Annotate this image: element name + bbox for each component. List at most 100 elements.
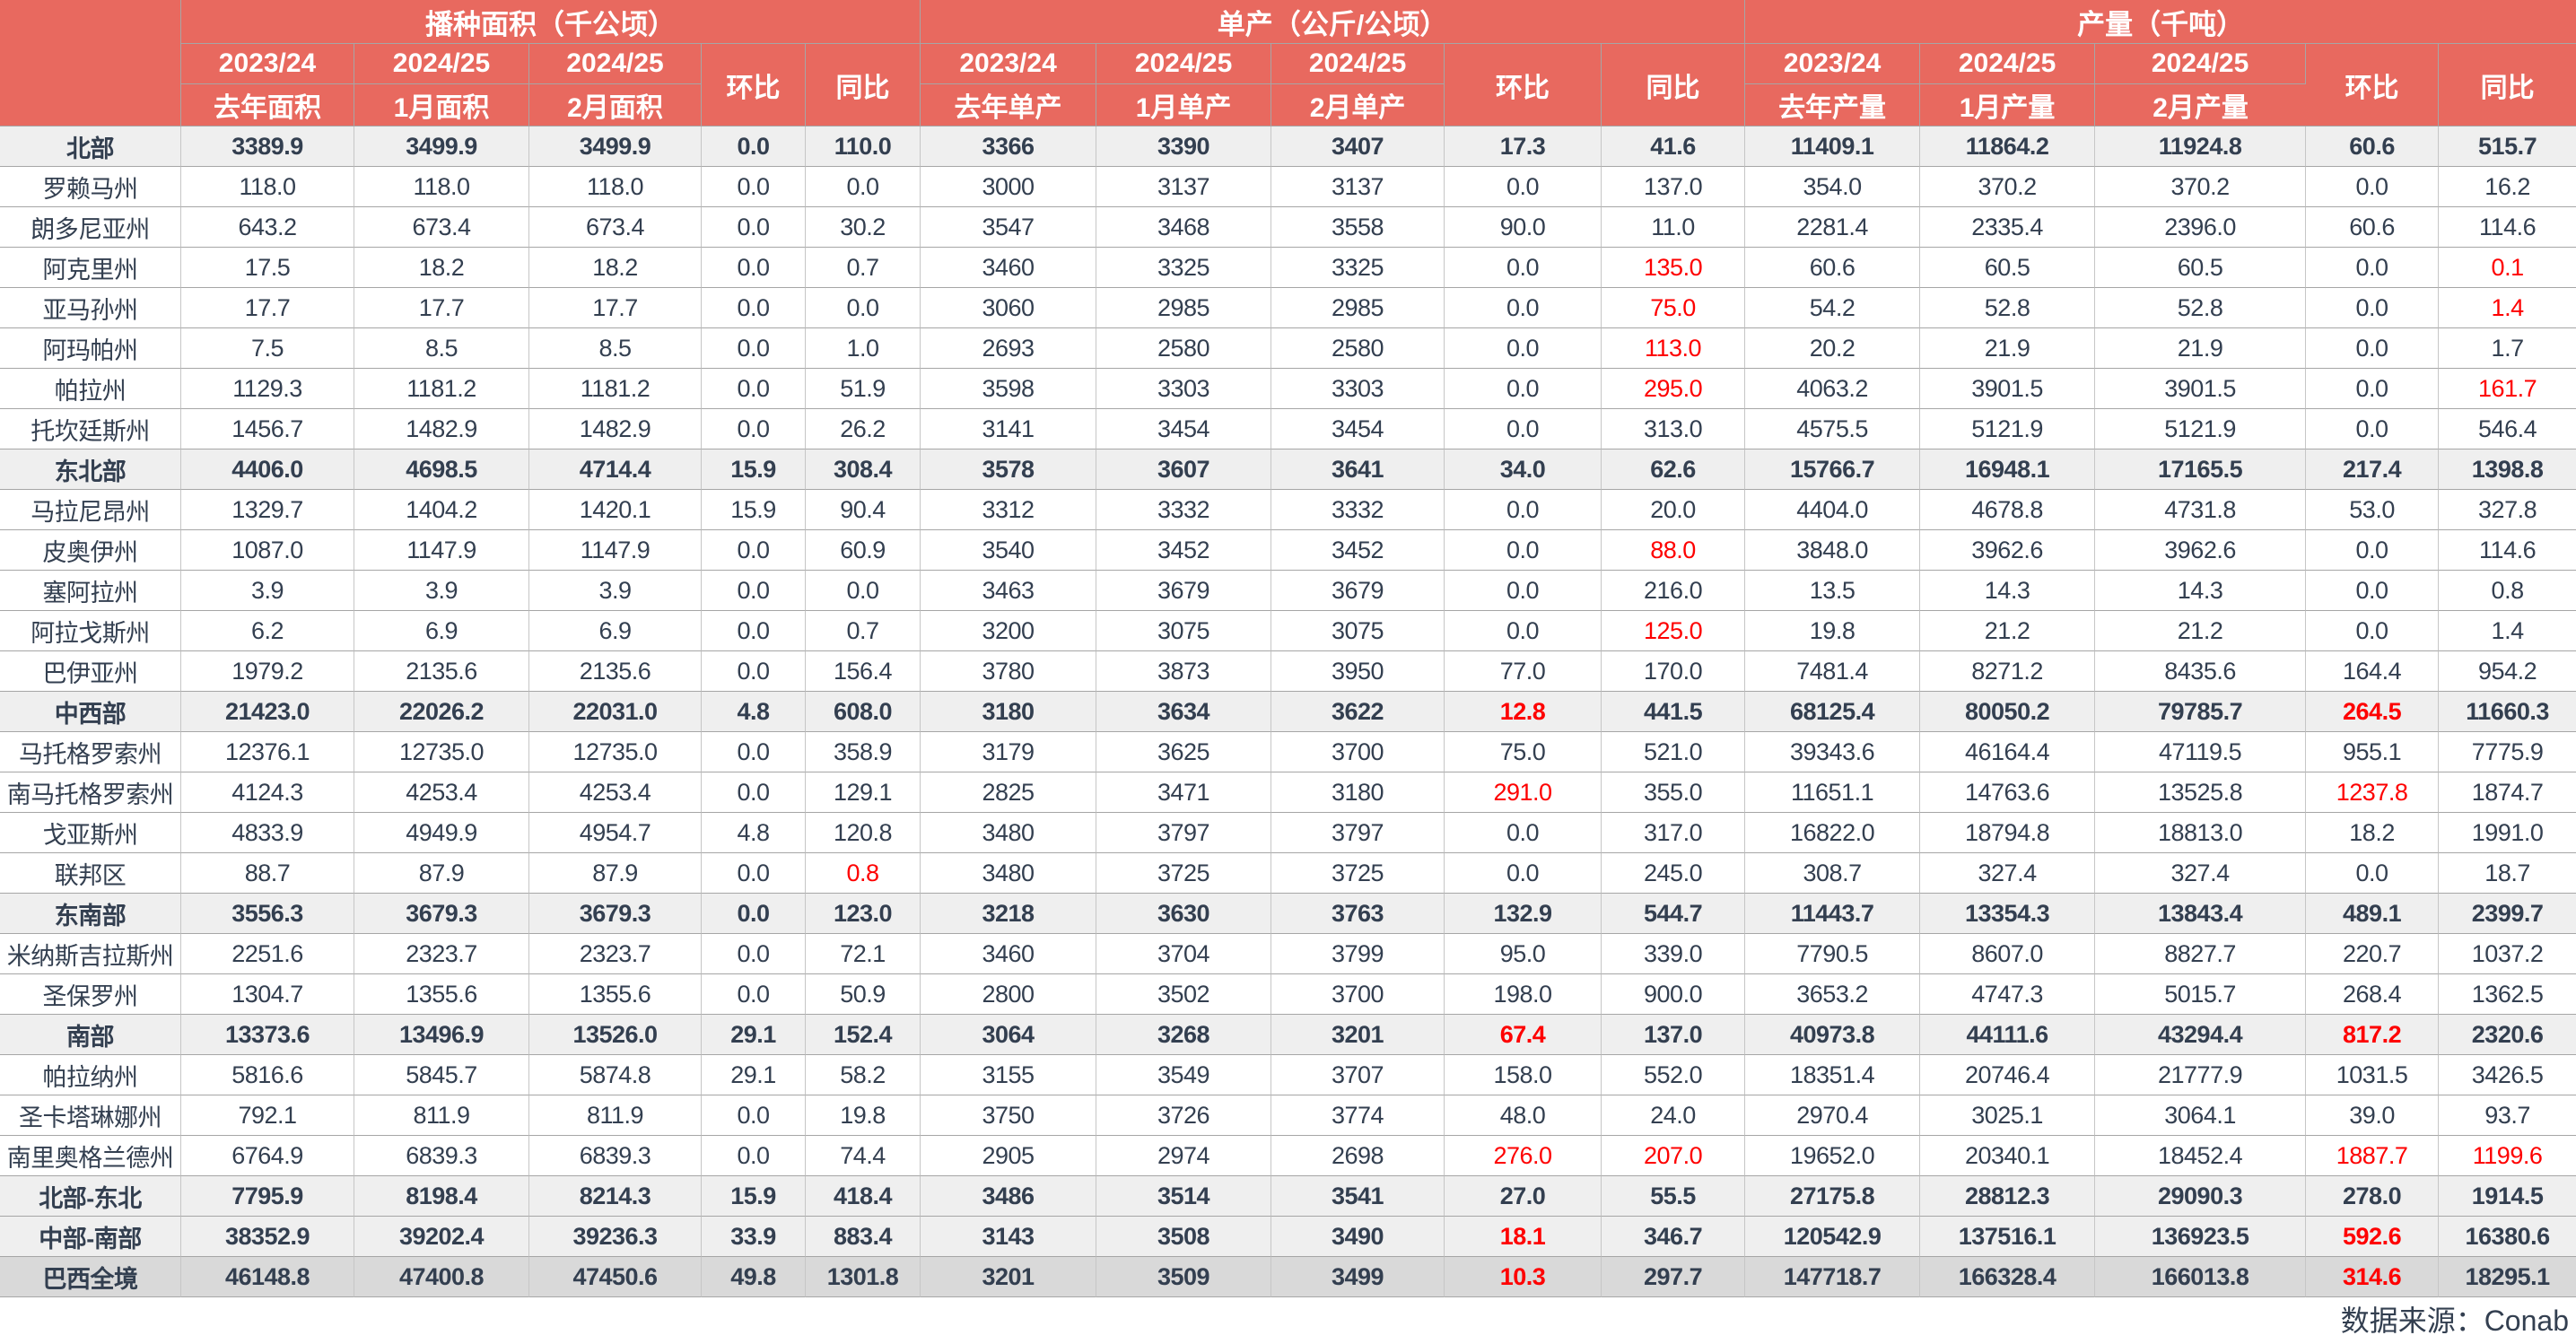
cell: 49.8 — [702, 1257, 806, 1297]
row-label: 朗多尼亚州 — [0, 207, 181, 248]
cell: 114.6 — [2439, 530, 2576, 571]
cell: 5816.6 — [181, 1055, 354, 1095]
cell: 17.7 — [354, 288, 529, 328]
cell: 1087.0 — [181, 530, 354, 571]
cell: 1874.7 — [2439, 772, 2576, 813]
cell: 3218 — [921, 894, 1097, 934]
cell: 592.6 — [2306, 1217, 2440, 1257]
cell: 120542.9 — [1745, 1217, 1921, 1257]
table-row: 中部-南部 38352.9 39202.4 39236.3 33.9 883.4 3143 3… — [0, 1217, 2576, 1257]
cell: 291.0 — [1445, 772, 1602, 813]
cell: 17.7 — [529, 288, 702, 328]
row-label: 东北部 — [0, 449, 181, 490]
cell: 13496.9 — [354, 1015, 529, 1055]
cell: 1129.3 — [181, 369, 354, 409]
cell: 3390 — [1096, 127, 1272, 167]
cell: 3625 — [1096, 732, 1272, 772]
cell: 3075 — [1096, 611, 1272, 651]
cell: 60.6 — [1745, 248, 1921, 288]
cell: 245.0 — [1602, 853, 1746, 894]
cell: 0.0 — [702, 127, 806, 167]
cell: 4678.8 — [1920, 490, 2096, 530]
cell: 2580 — [1271, 328, 1445, 369]
col-year: 2024/25 — [1271, 44, 1445, 84]
col-sub: 去年单产 — [921, 84, 1097, 127]
cell: 5121.9 — [2095, 409, 2307, 449]
table-row: 戈亚斯州 4833.9 4949.9 4954.7 4.8 120.8 3480 3797 37… — [0, 813, 2576, 853]
cell: 0.0 — [702, 288, 806, 328]
cell: 0.0 — [1445, 248, 1602, 288]
cell: 4698.5 — [354, 449, 529, 490]
cell: 7481.4 — [1745, 651, 1921, 692]
cell: 125.0 — [1602, 611, 1746, 651]
cell: 2251.6 — [181, 934, 354, 974]
cell: 1037.2 — [2439, 934, 2576, 974]
cell: 29.1 — [702, 1055, 806, 1095]
cell: 3799 — [1271, 934, 1445, 974]
cell: 4404.0 — [1745, 490, 1921, 530]
cell: 0.0 — [702, 934, 806, 974]
cell: 3634 — [1096, 692, 1272, 732]
table-row: 马拉尼昂州 1329.7 1404.2 1420.1 15.9 90.4 3312 3332 3… — [0, 490, 2576, 530]
cell: 5015.7 — [2095, 974, 2307, 1015]
cell: 1031.5 — [2306, 1055, 2440, 1095]
cell: 2281.4 — [1745, 207, 1921, 248]
table-row: 朗多尼亚州 643.2 673.4 673.4 0.0 30.2 3547 3468 3558 9… — [0, 207, 2576, 248]
cell: 355.0 — [1602, 772, 1746, 813]
cell: 0.0 — [806, 288, 921, 328]
cell: 2970.4 — [1745, 1095, 1921, 1136]
table-row: 阿玛帕州 7.5 8.5 8.5 0.0 1.0 2693 2580 2580 0.0 113.0 2… — [0, 328, 2576, 369]
col-sub: 去年面积 — [181, 84, 354, 127]
table-row: 米纳斯吉拉斯州 2251.6 2323.7 2323.7 0.0 72.1 3460 3704… — [0, 934, 2576, 974]
col-sub: 2月单产 — [1271, 84, 1445, 127]
cell: 60.5 — [1920, 248, 2096, 288]
cell: 79785.7 — [2095, 692, 2307, 732]
cell: 3797 — [1271, 813, 1445, 853]
cell: 11864.2 — [1920, 127, 2096, 167]
cell: 19.8 — [806, 1095, 921, 1136]
cell: 120.8 — [806, 813, 921, 853]
cell: 74.4 — [806, 1136, 921, 1176]
cell: 817.2 — [2306, 1015, 2440, 1055]
cell: 21.2 — [1920, 611, 2096, 651]
cell: 12735.0 — [354, 732, 529, 772]
cell: 673.4 — [354, 207, 529, 248]
cell: 1181.2 — [354, 369, 529, 409]
cell: 39.0 — [2306, 1095, 2440, 1136]
cell: 3201 — [1271, 1015, 1445, 1055]
cell: 2399.7 — [2439, 894, 2576, 934]
cell: 6839.3 — [354, 1136, 529, 1176]
cell: 44111.6 — [1920, 1015, 2096, 1055]
row-label: 南马托格罗索州 — [0, 772, 181, 813]
cell: 1147.9 — [529, 530, 702, 571]
cell: 3763 — [1271, 894, 1445, 934]
cell: 327.4 — [1920, 853, 2096, 894]
cell: 0.0 — [2306, 853, 2440, 894]
cell: 1456.7 — [181, 409, 354, 449]
table-row: 托坎廷斯州 1456.7 1482.9 1482.9 0.0 26.2 3141 3454 34… — [0, 409, 2576, 449]
cell: 3499 — [1271, 1257, 1445, 1297]
cell: 3463 — [921, 571, 1097, 611]
cell: 3622 — [1271, 692, 1445, 732]
cell: 7.5 — [181, 328, 354, 369]
row-label: 圣保罗州 — [0, 974, 181, 1015]
cell: 95.0 — [1445, 934, 1602, 974]
row-label: 帕拉州 — [0, 369, 181, 409]
cell: 900.0 — [1602, 974, 1746, 1015]
cell: 358.9 — [806, 732, 921, 772]
cell: 6.2 — [181, 611, 354, 651]
cell: 2905 — [921, 1136, 1097, 1176]
cell: 21423.0 — [181, 692, 354, 732]
cell: 118.0 — [529, 167, 702, 207]
cell: 2974 — [1096, 1136, 1272, 1176]
row-label: 东南部 — [0, 894, 181, 934]
data-table: 播种面积（千公顷） 单产（公斤/公顷） 产量（千吨） 2023/24 2024/… — [0, 0, 2576, 1297]
cell: 552.0 — [1602, 1055, 1746, 1095]
cell: 39343.6 — [1745, 732, 1921, 772]
cell: 327.4 — [2095, 853, 2307, 894]
cell: 11.0 — [1602, 207, 1746, 248]
cell: 6764.9 — [181, 1136, 354, 1176]
cell: 3141 — [921, 409, 1097, 449]
cell: 166328.4 — [1920, 1257, 2096, 1297]
col-year: 2024/25 — [2095, 44, 2307, 84]
